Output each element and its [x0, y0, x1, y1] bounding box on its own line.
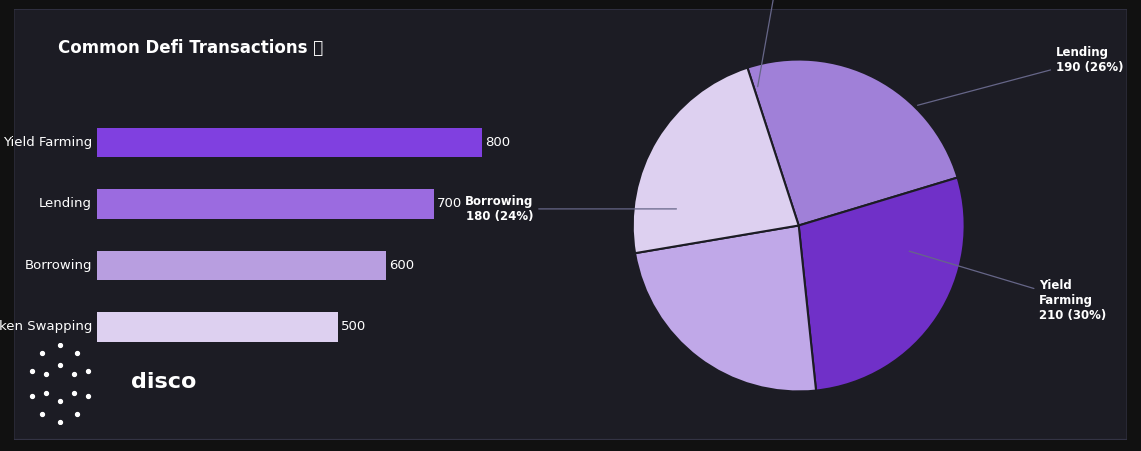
Text: 500: 500 — [341, 320, 366, 333]
Bar — [97, 250, 386, 280]
Text: Lending
190 (26%): Lending 190 (26%) — [917, 46, 1124, 105]
Text: Borrowing
180 (24%): Borrowing 180 (24%) — [464, 195, 677, 223]
Text: Borrowing: Borrowing — [25, 259, 92, 272]
Wedge shape — [636, 226, 816, 391]
Text: 800: 800 — [485, 136, 510, 149]
Text: 600: 600 — [389, 259, 414, 272]
Wedge shape — [747, 60, 957, 226]
Text: Yield
Farming
210 (30%): Yield Farming 210 (30%) — [909, 251, 1107, 322]
Text: Token Swapping: Token Swapping — [0, 320, 92, 333]
Text: Token
Swapping
170 (20%): Token Swapping 170 (20%) — [745, 0, 812, 87]
Text: Lending: Lending — [39, 197, 92, 210]
Text: Common Defi Transactions ⓘ: Common Defi Transactions ⓘ — [58, 39, 324, 57]
Bar — [97, 189, 435, 219]
Text: disco: disco — [130, 372, 196, 391]
Wedge shape — [799, 178, 964, 391]
FancyBboxPatch shape — [14, 9, 1127, 440]
Bar — [97, 128, 483, 157]
Wedge shape — [633, 68, 799, 253]
Text: 700: 700 — [437, 197, 462, 210]
Text: Yield Farming: Yield Farming — [3, 136, 92, 149]
Bar — [97, 312, 338, 341]
